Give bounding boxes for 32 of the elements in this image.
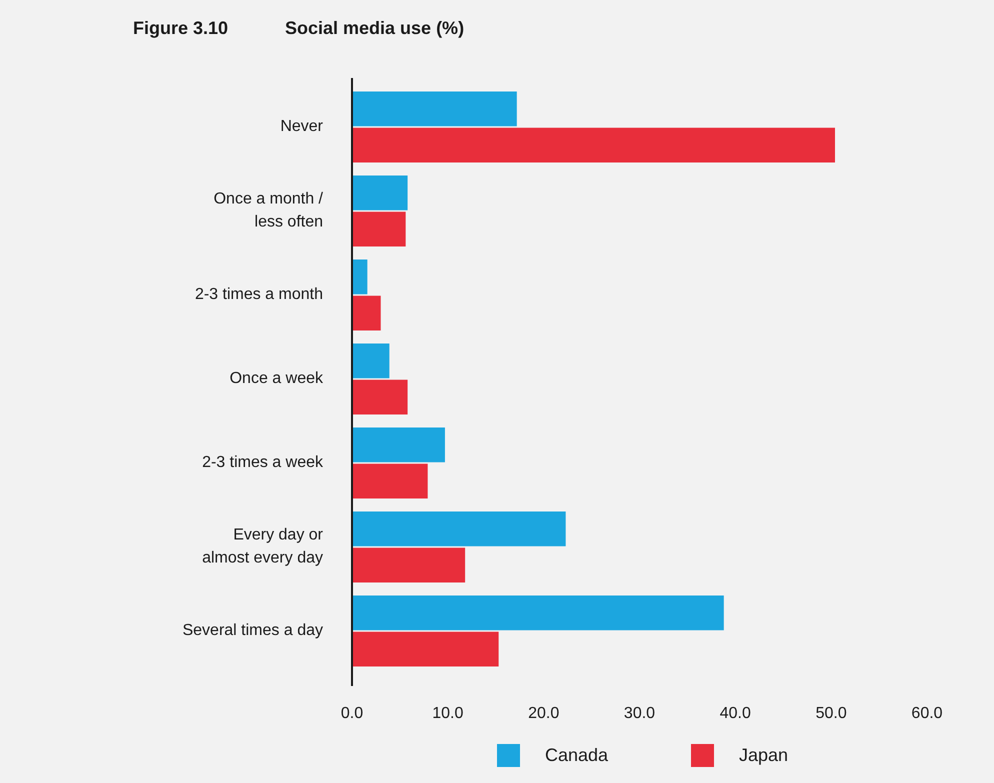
bar	[352, 92, 517, 126]
bar	[352, 380, 408, 414]
bar	[352, 464, 428, 498]
y-tick-label: Once a week	[230, 370, 324, 388]
legend-label: Canada	[545, 744, 610, 765]
bar	[352, 512, 566, 546]
y-tick-label: 2-3 times a week	[202, 454, 324, 472]
y-tick-label: Several times a day	[182, 622, 323, 640]
chart-subtitle: Social media use (%)	[285, 18, 464, 38]
x-tick-label: 60.0	[911, 705, 943, 722]
x-tick-label: 20.0	[528, 705, 560, 722]
y-tick-label: 2-3 times a month	[194, 286, 323, 304]
bar	[352, 296, 381, 330]
bar	[352, 632, 499, 666]
bar	[352, 344, 390, 378]
x-tick-label: 0.0	[340, 705, 364, 722]
bar	[352, 596, 724, 630]
bar	[352, 212, 406, 246]
x-tick-label: 40.0	[720, 705, 752, 722]
bar	[352, 428, 445, 462]
legend-label: Japan	[739, 744, 788, 765]
x-tick-label: 30.0	[624, 705, 656, 722]
bar	[352, 176, 408, 210]
bar	[352, 128, 835, 162]
y-tick-label: Once a month / less often	[214, 190, 324, 231]
text: Figure 3.10	[133, 18, 228, 38]
x-tick-label: 50.0	[816, 705, 847, 722]
y-tick-label: Never	[280, 118, 324, 136]
y-tick-label: Every day or almost every day	[202, 526, 324, 567]
bar	[352, 548, 466, 582]
x-tick-label: 10.0	[432, 705, 464, 722]
bar	[352, 260, 368, 294]
